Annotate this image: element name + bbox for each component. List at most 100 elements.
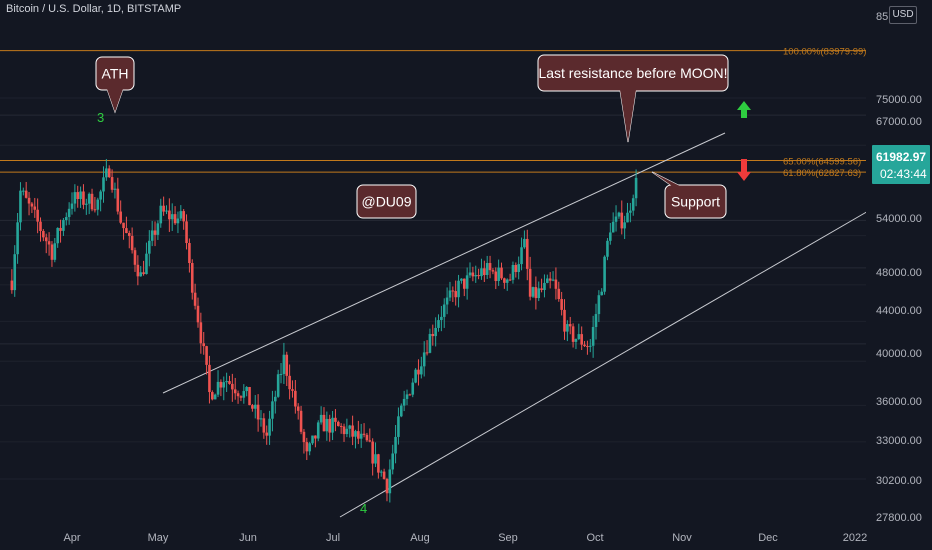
candle-body bbox=[500, 267, 503, 279]
candle-body bbox=[13, 254, 17, 291]
candle-body bbox=[176, 218, 180, 224]
support-callout-tail-fill bbox=[652, 172, 680, 186]
candle-body bbox=[245, 387, 248, 392]
candle-body bbox=[219, 381, 223, 388]
candle-body bbox=[53, 243, 57, 260]
candle-body bbox=[362, 433, 366, 435]
candle-body bbox=[262, 418, 266, 433]
candle-body bbox=[64, 217, 68, 221]
candle-body bbox=[420, 366, 423, 375]
candle-body bbox=[448, 290, 452, 298]
candle-body bbox=[285, 354, 289, 376]
countdown-text: 02:43:44 bbox=[880, 167, 927, 181]
candle-body bbox=[468, 272, 472, 276]
candle-body bbox=[47, 241, 51, 245]
candle-body bbox=[488, 263, 492, 271]
price-axis-label: 36000.00 bbox=[876, 396, 922, 408]
candle-body bbox=[170, 214, 174, 220]
candle-body bbox=[368, 440, 372, 442]
fib-label: 65.00%(64599.56) bbox=[783, 157, 861, 168]
candle-body bbox=[354, 431, 357, 437]
candle-body bbox=[294, 390, 297, 407]
candle-body bbox=[10, 280, 14, 291]
candle-body bbox=[279, 373, 283, 375]
candle-body bbox=[394, 436, 397, 454]
candle-body bbox=[388, 469, 392, 494]
candle-body bbox=[202, 343, 206, 347]
candle-body bbox=[425, 352, 429, 354]
date-label-apr: Apr bbox=[63, 532, 80, 544]
candle-body bbox=[102, 177, 105, 192]
price-axis-label: 44000.00 bbox=[876, 305, 922, 317]
candle-body bbox=[73, 192, 77, 204]
candle-body bbox=[623, 222, 626, 229]
currency-button[interactable]: USD bbox=[889, 6, 917, 24]
candle-body bbox=[162, 205, 165, 212]
candle-body bbox=[474, 274, 478, 277]
candle-body bbox=[485, 263, 489, 275]
candle-body bbox=[236, 393, 240, 397]
candle-body bbox=[62, 220, 65, 231]
candle-body bbox=[211, 392, 214, 400]
candle-body bbox=[36, 209, 39, 222]
price-axis-label: 54000.00 bbox=[876, 213, 922, 225]
candle-body bbox=[577, 334, 581, 340]
candle-body bbox=[445, 297, 449, 305]
support-callout-box bbox=[664, 184, 727, 219]
wave-4-label: 4 bbox=[360, 501, 367, 516]
candle-body bbox=[342, 426, 346, 435]
candle-body bbox=[359, 433, 363, 439]
candle-body bbox=[523, 238, 526, 248]
candle-body bbox=[606, 240, 609, 257]
candle-body bbox=[199, 322, 203, 344]
candle-body bbox=[365, 434, 369, 441]
candle-body bbox=[316, 422, 320, 439]
candle-body bbox=[322, 414, 326, 432]
moon-callout-tail-fill bbox=[620, 90, 636, 142]
candle-body bbox=[465, 275, 469, 289]
candle-body bbox=[336, 421, 340, 426]
candle-body bbox=[422, 352, 426, 367]
lower-trendline bbox=[339, 209, 871, 518]
candle-body bbox=[546, 278, 549, 283]
price-axis-label: 48000.00 bbox=[876, 267, 922, 279]
date-label-may: May bbox=[148, 532, 169, 544]
candle-body bbox=[139, 272, 143, 277]
candle-body bbox=[19, 190, 22, 223]
candle-body bbox=[517, 264, 520, 273]
trendlines bbox=[162, 132, 871, 518]
current-price-badge bbox=[872, 145, 930, 184]
candle-body bbox=[173, 214, 177, 224]
candle-body bbox=[153, 230, 157, 235]
candle-body bbox=[428, 333, 432, 353]
candle-body bbox=[480, 268, 483, 277]
candle-body bbox=[39, 221, 42, 232]
candle-body bbox=[253, 404, 257, 409]
candle-body bbox=[560, 299, 563, 310]
candle-body bbox=[182, 211, 185, 222]
candle-body bbox=[311, 435, 314, 444]
candle-body bbox=[27, 197, 31, 204]
candle-body bbox=[543, 282, 546, 290]
candle-body bbox=[30, 203, 34, 207]
candle-body bbox=[50, 244, 54, 260]
candle-body bbox=[603, 256, 606, 292]
candle-body bbox=[402, 398, 406, 406]
symbol-title: Bitcoin / U.S. Dollar, 1D, BITSTAMP bbox=[6, 3, 182, 15]
candle-body bbox=[150, 230, 154, 241]
candle-body bbox=[440, 316, 443, 321]
candle-body bbox=[609, 232, 612, 241]
candle-body bbox=[122, 222, 125, 229]
candle-body bbox=[225, 381, 228, 383]
price-axis-bg bbox=[866, 0, 932, 550]
candle-body bbox=[22, 190, 25, 192]
candle-body bbox=[460, 278, 463, 281]
candle-body bbox=[302, 431, 306, 443]
candle-body bbox=[537, 288, 541, 299]
candle-body bbox=[494, 271, 498, 281]
candle-body bbox=[531, 287, 535, 297]
candle-body bbox=[156, 223, 160, 235]
support-callout: Support bbox=[651, 171, 727, 219]
